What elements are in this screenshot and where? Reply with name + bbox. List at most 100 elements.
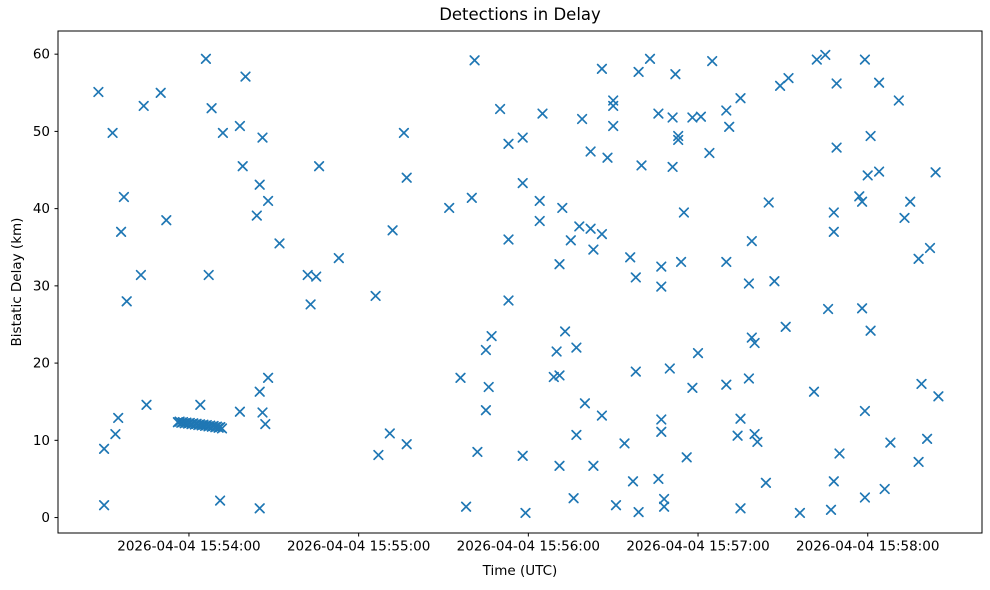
scatter-marker xyxy=(865,130,876,142)
scatter-marker xyxy=(721,379,732,390)
scatter-marker xyxy=(254,503,265,514)
scatter-marker xyxy=(774,80,786,91)
scatter-marker xyxy=(520,507,531,519)
scatter-marker xyxy=(749,428,760,440)
scatter-marker xyxy=(735,503,746,514)
scatter-marker xyxy=(384,428,395,439)
scatter-marker xyxy=(831,142,842,153)
scatter-marker xyxy=(262,195,274,207)
scatter-marker xyxy=(743,373,755,384)
scatter-marker xyxy=(735,93,746,104)
scatter-marker xyxy=(254,179,265,190)
scatter-marker xyxy=(503,295,514,306)
scatter-marker xyxy=(667,161,678,173)
scatter-marker xyxy=(619,438,630,449)
scatter-marker xyxy=(873,77,885,88)
scatter-marker xyxy=(913,253,924,264)
scatter-marker xyxy=(305,299,316,310)
scatter-marker xyxy=(885,437,896,448)
scatter-marker xyxy=(596,63,608,74)
scatter-marker xyxy=(311,271,322,282)
scatter-marker xyxy=(735,413,746,424)
scatter-marker xyxy=(110,428,121,440)
scatter-marker xyxy=(121,296,132,307)
scatter-marker xyxy=(859,405,871,417)
x-tick-label: 2026-04-04 15:58:00 xyxy=(796,539,939,555)
scatter-marker xyxy=(856,196,868,207)
scatter-marker xyxy=(401,439,412,450)
scatter-marker xyxy=(746,332,757,343)
scatter-marker xyxy=(565,235,576,246)
scatter-marker xyxy=(548,371,559,383)
scatter-marker xyxy=(831,78,842,89)
scatter-marker xyxy=(554,259,565,270)
scatter-marker xyxy=(559,326,571,337)
scatter-marker xyxy=(695,111,707,122)
scatter-marker xyxy=(763,197,774,208)
scatter-marker xyxy=(141,399,152,410)
scatter-marker xyxy=(608,120,619,132)
scatter-marker xyxy=(859,54,871,65)
scatter-marker xyxy=(302,269,313,281)
scatter-marker xyxy=(333,252,344,264)
scatter-marker xyxy=(370,290,381,302)
scatter-marker xyxy=(825,504,837,515)
scatter-marker xyxy=(469,55,480,66)
scatter-marker xyxy=(480,344,492,356)
scatter-marker xyxy=(828,207,839,218)
scatter-marker xyxy=(480,405,492,416)
scatter-marker xyxy=(602,152,613,163)
scatter-marker xyxy=(769,276,780,287)
scatter-marker xyxy=(216,423,228,434)
scatter-marker xyxy=(692,347,704,359)
scatter-marker xyxy=(828,476,839,487)
scatter-marker xyxy=(746,235,757,247)
scatter-marker xyxy=(610,500,622,511)
scatter-marker xyxy=(670,69,681,80)
scatter-marker xyxy=(724,121,735,132)
scatter-marker xyxy=(262,372,274,383)
scatter-marker xyxy=(155,87,166,98)
scatter-marker xyxy=(916,378,927,390)
scatter-marker xyxy=(200,53,212,64)
scatter-marker xyxy=(828,226,839,237)
scatter-marker xyxy=(118,191,130,203)
scatter-marker xyxy=(503,138,514,149)
scatter-marker xyxy=(240,71,251,82)
scatter-marker xyxy=(217,127,229,139)
scatter-marker xyxy=(644,53,656,64)
scatter-marker xyxy=(237,161,248,172)
scatter-marker xyxy=(834,448,845,459)
scatter-marker xyxy=(206,103,217,114)
scatter-marker xyxy=(472,446,483,458)
scatter-marker xyxy=(234,406,246,417)
scatter-marker xyxy=(673,134,684,146)
x-tick-label: 2026-04-04 15:54:00 xyxy=(117,539,260,555)
scatter-marker xyxy=(667,112,678,123)
scatter-marker xyxy=(503,234,514,245)
scatter-marker xyxy=(760,477,772,488)
scatter-marker xyxy=(571,342,582,353)
scatter-marker xyxy=(721,256,732,268)
scatter-marker xyxy=(93,86,104,98)
scatter-marker xyxy=(856,303,868,314)
scatter-marker xyxy=(483,381,494,393)
scatter-marker xyxy=(579,398,591,409)
scatter-marker xyxy=(537,108,548,119)
scatter-marker xyxy=(251,210,262,221)
scatter-marker xyxy=(933,391,944,402)
scatter-marker xyxy=(893,95,904,106)
scatter-marker xyxy=(138,100,149,112)
scatter-marker xyxy=(732,430,743,441)
scatter-marker xyxy=(656,414,667,425)
scatter-marker xyxy=(899,212,910,224)
scatter-marker xyxy=(254,386,265,397)
scatter-marker xyxy=(107,127,118,139)
scatter-marker xyxy=(653,108,664,119)
scatter-marker xyxy=(854,191,865,202)
scatter-marker xyxy=(656,426,667,437)
scatter-marker xyxy=(596,228,608,240)
scatter-marker xyxy=(675,256,687,268)
scatter-marker xyxy=(820,49,831,61)
scatter-marker xyxy=(822,303,834,315)
